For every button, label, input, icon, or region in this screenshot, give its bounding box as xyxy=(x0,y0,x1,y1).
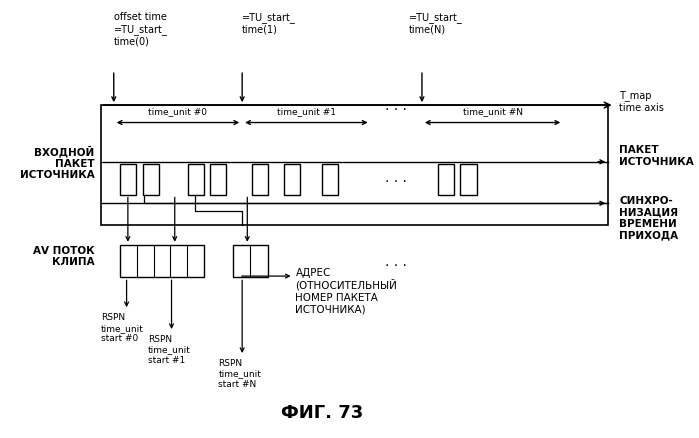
Bar xyxy=(101,106,608,226)
Text: =TU_start_
time(N): =TU_start_ time(N) xyxy=(409,12,463,35)
Text: ВХОДНОЙ
ПАКЕТ
ИСТОЧНИКА: ВХОДНОЙ ПАКЕТ ИСТОЧНИКА xyxy=(20,145,94,180)
Text: АV ПОТОК
КЛИПА: АV ПОТОК КЛИПА xyxy=(33,245,94,267)
Text: . . .: . . . xyxy=(385,254,408,268)
Bar xyxy=(461,165,477,195)
Bar xyxy=(284,165,300,195)
Text: offset time
=TU_start_
time(0): offset time =TU_start_ time(0) xyxy=(114,12,168,46)
Text: ФИГ. 73: ФИГ. 73 xyxy=(281,403,363,421)
Text: АДРЕС
(ОТНОСИТЕЛЬНЫЙ
НОМЕР ПАКЕТА
ИСТОЧНИКА): АДРЕС (ОТНОСИТЕЛЬНЫЙ НОМЕР ПАКЕТА ИСТОЧН… xyxy=(296,267,397,314)
Bar xyxy=(438,165,454,195)
Bar xyxy=(143,165,159,195)
Text: RSPN
time_unit
start #0: RSPN time_unit start #0 xyxy=(101,313,144,343)
Text: СИНХРО-
НИЗАЦИЯ
ВРЕМЕНИ
ПРИХОДА: СИНХРО- НИЗАЦИЯ ВРЕМЕНИ ПРИХОДА xyxy=(619,195,678,240)
Bar xyxy=(233,245,268,278)
Text: T_map
time axis: T_map time axis xyxy=(619,90,664,113)
Text: RSPN
time_unit
start #1: RSPN time_unit start #1 xyxy=(147,334,191,364)
Bar xyxy=(120,245,203,278)
Text: . . .: . . . xyxy=(385,171,408,185)
Bar xyxy=(120,165,136,195)
Text: RSPN
time_unit
start #N: RSPN time_unit start #N xyxy=(218,358,261,388)
Text: =TU_start_
time(1): =TU_start_ time(1) xyxy=(242,12,296,35)
Text: time_unit #1: time_unit #1 xyxy=(277,106,336,116)
Text: time_unit #0: time_unit #0 xyxy=(148,106,208,116)
Bar xyxy=(322,165,338,195)
Bar xyxy=(187,165,203,195)
Bar xyxy=(252,165,268,195)
Text: ПАКЕТ
ИСТОЧНИКА: ПАКЕТ ИСТОЧНИКА xyxy=(619,145,694,167)
Text: time_unit #N: time_unit #N xyxy=(463,106,523,116)
Bar xyxy=(210,165,226,195)
Text: . . .: . . . xyxy=(385,99,408,113)
